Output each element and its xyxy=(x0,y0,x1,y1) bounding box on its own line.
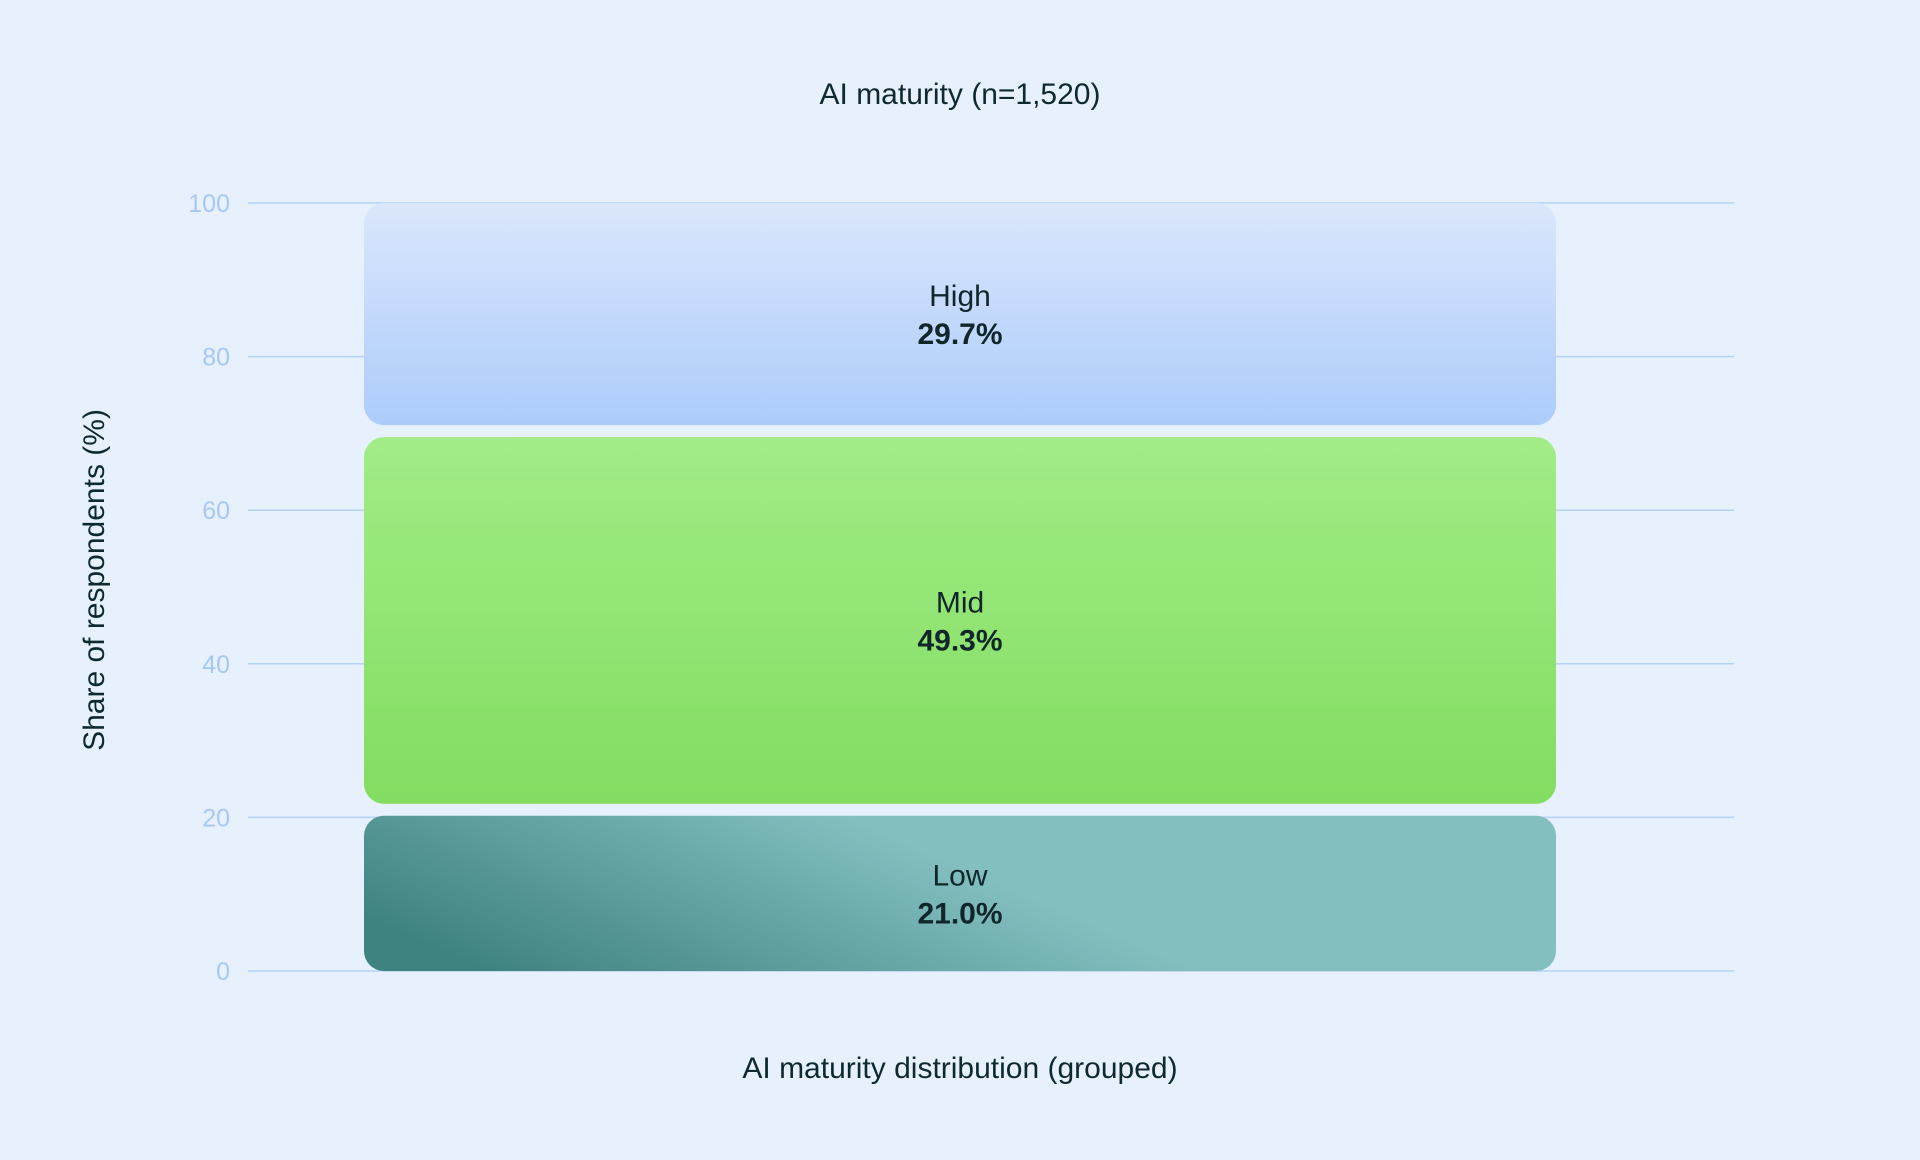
y-tick-label-0: 0 xyxy=(216,958,230,986)
y-axis-ticks: 0 20 40 60 80 100 xyxy=(188,190,230,986)
y-tick-label-20: 20 xyxy=(202,804,230,832)
segment-value-low: 21.0% xyxy=(917,897,1002,930)
segment-label-mid: Mid xyxy=(936,586,984,619)
stacked-bar: Low 21.0% Mid 49.3% High 29.7% xyxy=(364,203,1556,971)
bar-segment-low xyxy=(364,815,1556,971)
bar-segment-mid xyxy=(364,437,1556,804)
y-tick-label-80: 80 xyxy=(202,344,230,372)
segment-value-high: 29.7% xyxy=(917,318,1002,351)
segment-label-high: High xyxy=(929,280,991,313)
segment-value-mid: 49.3% xyxy=(917,624,1002,657)
bar-segment-high xyxy=(364,203,1556,426)
segment-label-low: Low xyxy=(932,859,987,892)
y-axis-label: Share of respondents (%) xyxy=(78,409,111,751)
x-axis-label: AI maturity distribution (grouped) xyxy=(742,1052,1177,1085)
y-tick-label-40: 40 xyxy=(202,651,230,679)
y-tick-label-60: 60 xyxy=(202,497,230,525)
chart-title: AI maturity (n=1,520) xyxy=(820,78,1101,111)
y-tick-label-100: 100 xyxy=(188,190,230,218)
